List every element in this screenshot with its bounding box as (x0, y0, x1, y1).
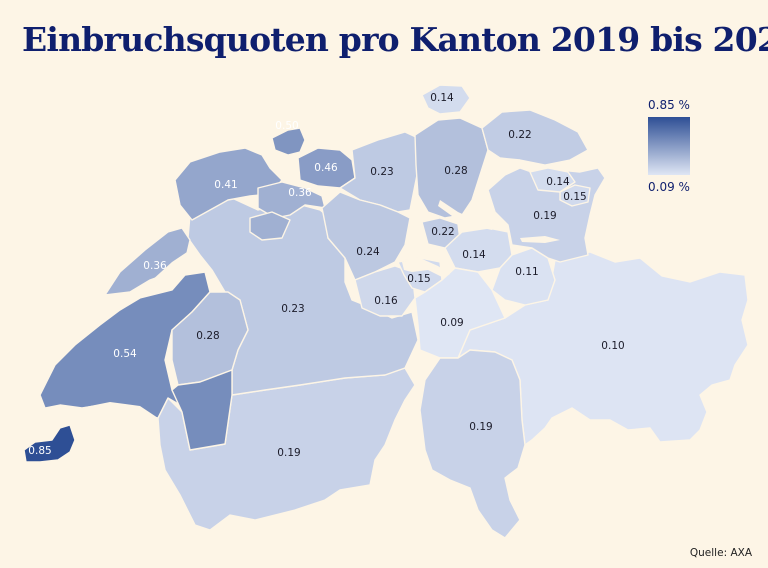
canton-value-label: 0.10 (601, 340, 624, 352)
canton-value-label: 0.36 (143, 260, 167, 272)
canton-value-label: 0.28 (196, 330, 219, 342)
color-legend: 0.85 % 0.09 % (648, 98, 694, 194)
lakes (58, 200, 560, 424)
canton-value-label: 0.14 (430, 92, 454, 104)
canton-value-label: 0.09 (440, 317, 463, 329)
lake-geneva (58, 402, 158, 424)
canton-value-label: 0.85 (28, 445, 51, 457)
canton-value-label: 0.24 (356, 246, 380, 258)
canton-value-label: 0.23 (281, 303, 304, 315)
lake-lucerne (402, 258, 450, 278)
canton-neuchatel[interactable] (104, 227, 191, 296)
canton-value-label: 0.46 (314, 162, 338, 174)
canton-value-label: 0.15 (407, 273, 430, 285)
canton-aargau[interactable] (339, 131, 421, 213)
canton-basel-stadt[interactable] (271, 127, 306, 156)
canton-value-label: 0.41 (214, 179, 237, 191)
canton-vaud-alps[interactable] (171, 369, 233, 451)
canton-value-label: 0.14 (462, 249, 486, 261)
legend-max-label: 0.85 % (648, 98, 690, 112)
canton-value-label: 0.16 (374, 295, 398, 307)
map-title: Einbruchsquoten pro Kanton 2019 bis 2024 (22, 20, 768, 59)
canton-value-label: 0.50 (275, 120, 298, 132)
canton-value-label: 0.22 (431, 226, 454, 238)
canton-ticino[interactable] (419, 349, 526, 539)
canton-value-label: 0.19 (277, 447, 300, 459)
canton-value-label: 0.36 (288, 187, 312, 199)
canton-appenzell-ausserrhoden[interactable] (529, 167, 576, 193)
canton-glarus[interactable] (491, 247, 556, 306)
canton-geneve[interactable] (23, 424, 76, 463)
lake-neuchatel (150, 250, 194, 290)
canton-zuerich[interactable] (414, 117, 489, 219)
canton-luzern[interactable] (321, 191, 411, 281)
canton-value-label: 0.19 (469, 421, 492, 433)
canton-value-label: 0.19 (533, 210, 556, 222)
canton-value-label: 0.14 (546, 176, 570, 188)
canton-thurgau[interactable] (481, 109, 589, 166)
canton-appenzell-innerrhoden[interactable] (559, 184, 591, 207)
canton-value-label: 0.22 (508, 129, 531, 141)
source-note: Quelle: AXA (689, 547, 752, 559)
canton-value-label: 0.15 (563, 191, 586, 203)
lake-walensee (520, 236, 560, 243)
canton-uri[interactable] (414, 267, 506, 359)
canton-value-label: 0.23 (370, 166, 393, 178)
value-labels: 0.85 0.54 0.50 0.46 0.41 0.36 0.36 0.28 0.28 0.23… (28, 92, 624, 459)
canton-solothurn-exclave[interactable] (249, 211, 291, 241)
lake-zurich (438, 200, 496, 230)
canton-value-label: 0.54 (113, 348, 137, 360)
canton-value-label: 0.11 (515, 266, 538, 278)
canton-fribourg[interactable] (171, 291, 249, 386)
legend-min-label: 0.09 % (648, 180, 690, 194)
canton-value-label: 0.28 (444, 165, 467, 177)
legend-gradient-bar (648, 117, 690, 175)
canton-schaffhausen[interactable] (421, 84, 471, 115)
